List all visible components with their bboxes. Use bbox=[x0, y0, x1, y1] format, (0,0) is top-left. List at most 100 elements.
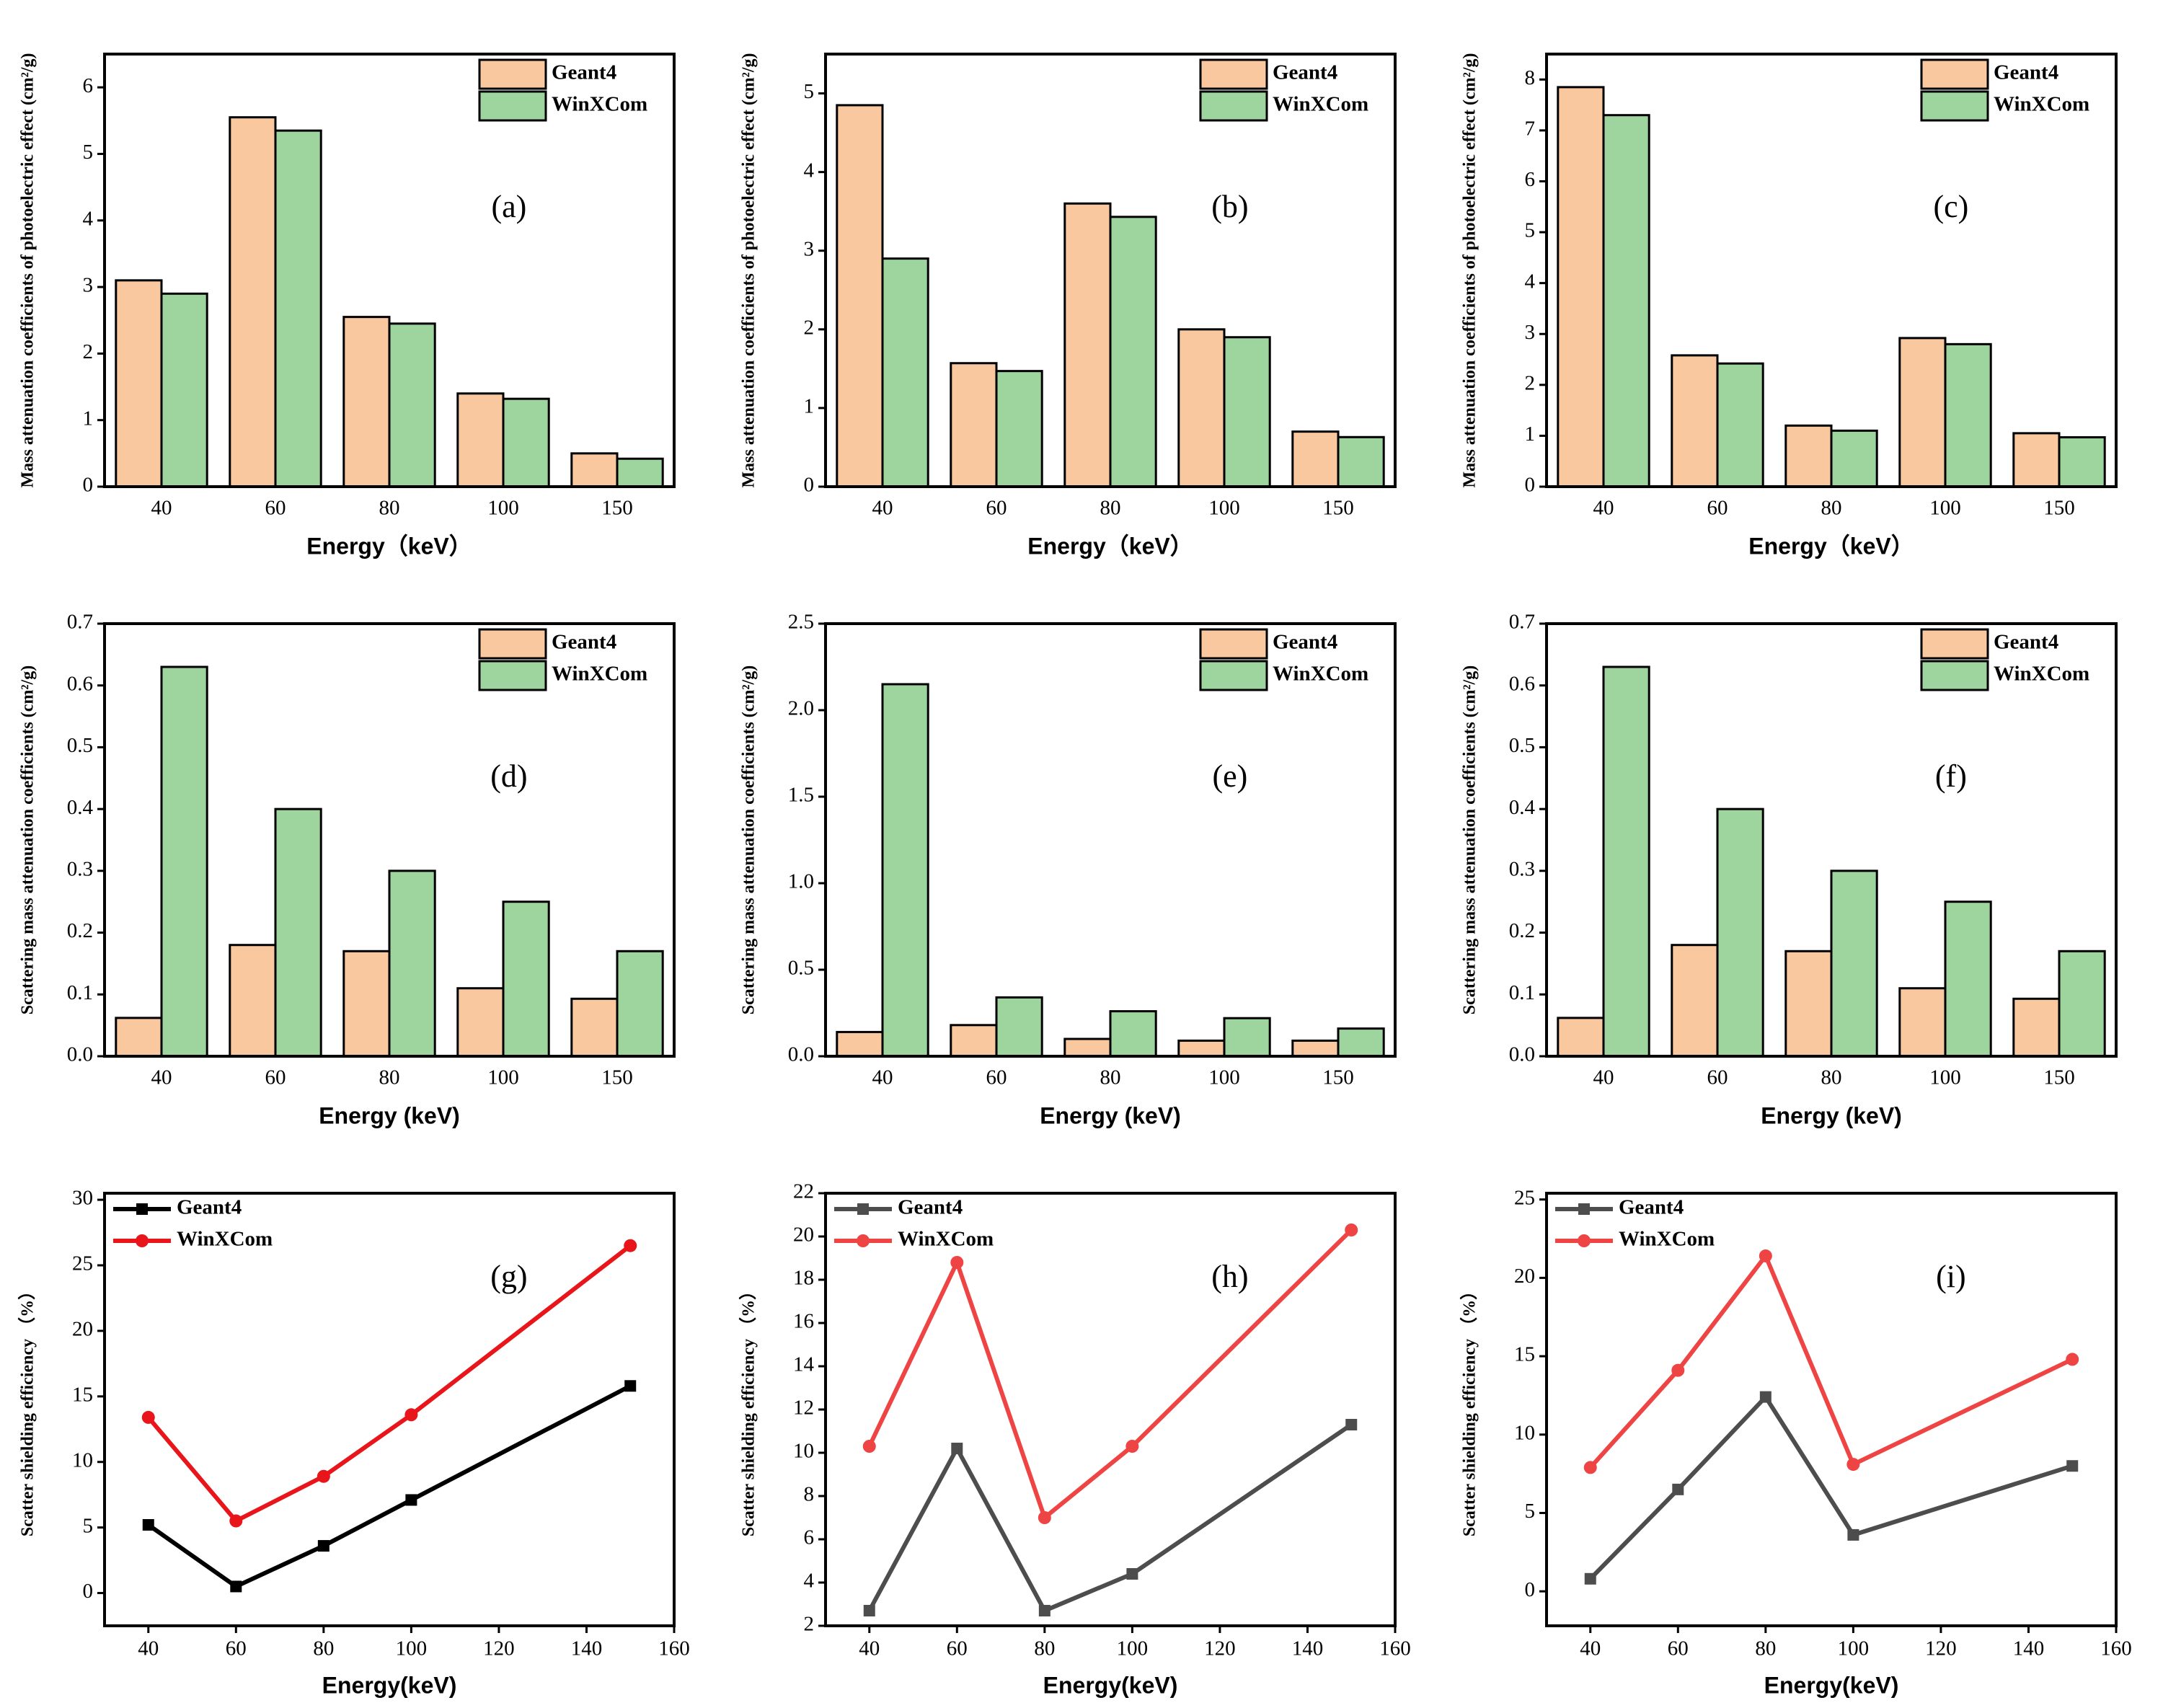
marker bbox=[1583, 1461, 1597, 1474]
x-axis-label: Energy (keV) bbox=[1040, 1102, 1181, 1128]
bar bbox=[388, 870, 436, 1058]
x-tick-label: 60 bbox=[226, 1637, 247, 1660]
x-axis-label: Energy(keV) bbox=[1043, 1672, 1178, 1698]
bar bbox=[502, 397, 550, 488]
y-tick-label: 0.7 bbox=[67, 611, 93, 634]
plot-frame bbox=[824, 1192, 1397, 1627]
bar bbox=[881, 683, 929, 1058]
x-tick-label: 140 bbox=[571, 1637, 603, 1660]
bar bbox=[388, 322, 436, 488]
y-tick-label: 8 bbox=[1525, 66, 1536, 89]
bar bbox=[950, 1024, 998, 1058]
y-tick-label: 10 bbox=[72, 1448, 93, 1472]
bar bbox=[1337, 1027, 1385, 1058]
bar bbox=[1784, 424, 1833, 488]
legend-swatch bbox=[1920, 628, 1989, 660]
marker bbox=[1759, 1249, 1772, 1262]
y-tick-label: 0.1 bbox=[67, 981, 93, 1004]
bar bbox=[1716, 362, 1764, 488]
y-axis-label: Scattering mass attenuation coefficients… bbox=[19, 665, 37, 1014]
legend-swatch bbox=[1920, 660, 1989, 691]
bar bbox=[502, 901, 550, 1058]
marker bbox=[317, 1469, 330, 1483]
y-tick-label: 5 bbox=[804, 80, 815, 103]
x-tick-label: 150 bbox=[601, 1066, 633, 1089]
bar bbox=[1557, 1017, 1605, 1058]
y-axis-label: Scatter shielding efficiency （%） bbox=[1460, 1283, 1479, 1536]
y-axis-label: Mass attenuation coefficients of photoel… bbox=[19, 53, 37, 488]
line bbox=[1588, 1252, 2074, 1469]
x-tick-label: 100 bbox=[1208, 497, 1240, 520]
x-tick-label: 150 bbox=[1322, 497, 1354, 520]
line bbox=[1588, 1393, 2074, 1580]
y-tick-label: 0.6 bbox=[67, 672, 93, 695]
x-tick-label: 120 bbox=[1204, 1637, 1236, 1660]
y-tick-label: 0.2 bbox=[67, 919, 93, 942]
x-tick-label: 40 bbox=[872, 497, 893, 520]
y-tick-label: 0.6 bbox=[1509, 672, 1535, 695]
panel-label: (i) bbox=[1936, 1259, 1966, 1294]
y-tick-label: 0.0 bbox=[67, 1043, 93, 1066]
plot-frame bbox=[1545, 622, 2118, 1058]
x-tick-label: 100 bbox=[1929, 1066, 1961, 1089]
x-axis-label: Energy(keV) bbox=[322, 1672, 457, 1698]
legend-label: WinXCom bbox=[552, 663, 647, 686]
y-tick-label: 0.2 bbox=[1509, 919, 1535, 942]
y-tick-label: 6 bbox=[804, 1526, 815, 1549]
x-tick-label: 80 bbox=[1100, 497, 1121, 520]
y-tick-label: 0.4 bbox=[1509, 796, 1536, 819]
bar bbox=[2058, 436, 2106, 488]
x-tick-label: 160 bbox=[1379, 1637, 1411, 1660]
y-axis-label: Mass attenuation coefficients of photoel… bbox=[1461, 53, 1479, 488]
x-tick-label: 40 bbox=[1593, 1066, 1614, 1089]
y-tick-label: 30 bbox=[72, 1187, 93, 1210]
x-tick-label: 40 bbox=[872, 1066, 893, 1089]
x-tick-label: 40 bbox=[1580, 1637, 1601, 1660]
y-tick-label: 25 bbox=[72, 1252, 93, 1275]
bar bbox=[1337, 435, 1385, 488]
y-tick-label: 18 bbox=[793, 1267, 814, 1290]
marker bbox=[405, 1494, 417, 1506]
y-tick-label: 20 bbox=[72, 1318, 93, 1341]
x-tick-label: 40 bbox=[859, 1637, 880, 1660]
bar bbox=[2058, 950, 2106, 1058]
x-tick-label: 60 bbox=[947, 1637, 968, 1660]
y-tick-label: 22 bbox=[793, 1180, 814, 1203]
line bbox=[146, 1244, 632, 1524]
y-tick-label: 4 bbox=[804, 159, 815, 182]
x-tick-label: 150 bbox=[2043, 497, 2075, 520]
y-tick-label: 2.0 bbox=[788, 697, 814, 720]
bar bbox=[456, 987, 505, 1058]
y-tick-label: 0.5 bbox=[1509, 734, 1535, 757]
x-axis-label: Energy（keV） bbox=[1027, 533, 1193, 559]
y-tick-label: 1 bbox=[1525, 422, 1536, 446]
x-tick-label: 60 bbox=[986, 497, 1007, 520]
y-tick-label: 6 bbox=[1525, 168, 1536, 191]
x-tick-label: 150 bbox=[601, 497, 633, 520]
x-tick-label: 100 bbox=[487, 1066, 519, 1089]
bar bbox=[1063, 202, 1112, 488]
y-tick-label: 8 bbox=[804, 1483, 815, 1506]
marker bbox=[950, 1256, 964, 1269]
bar bbox=[1830, 429, 1878, 488]
marker bbox=[1345, 1224, 1358, 1236]
marker bbox=[1846, 1458, 1860, 1472]
y-tick-label: 5 bbox=[1525, 1500, 1536, 1523]
bar bbox=[456, 392, 505, 488]
y-tick-label: 0.1 bbox=[1509, 981, 1535, 1004]
y-tick-label: 15 bbox=[72, 1383, 93, 1406]
bar bbox=[1109, 216, 1157, 488]
x-tick-label: 100 bbox=[1117, 1637, 1149, 1660]
marker bbox=[951, 1443, 963, 1454]
bar bbox=[1716, 807, 1764, 1058]
x-axis-label: Energy(keV) bbox=[1764, 1672, 1899, 1698]
legend-label: Geant4 bbox=[1273, 631, 1337, 654]
x-tick-label: 80 bbox=[379, 497, 400, 520]
marker bbox=[1125, 1440, 1139, 1453]
bar bbox=[229, 944, 277, 1058]
bar bbox=[1671, 354, 1719, 488]
bar bbox=[995, 370, 1043, 488]
bar bbox=[229, 116, 277, 488]
legend-swatch bbox=[478, 628, 547, 660]
x-axis-label: Energy (keV) bbox=[1761, 1102, 1902, 1128]
